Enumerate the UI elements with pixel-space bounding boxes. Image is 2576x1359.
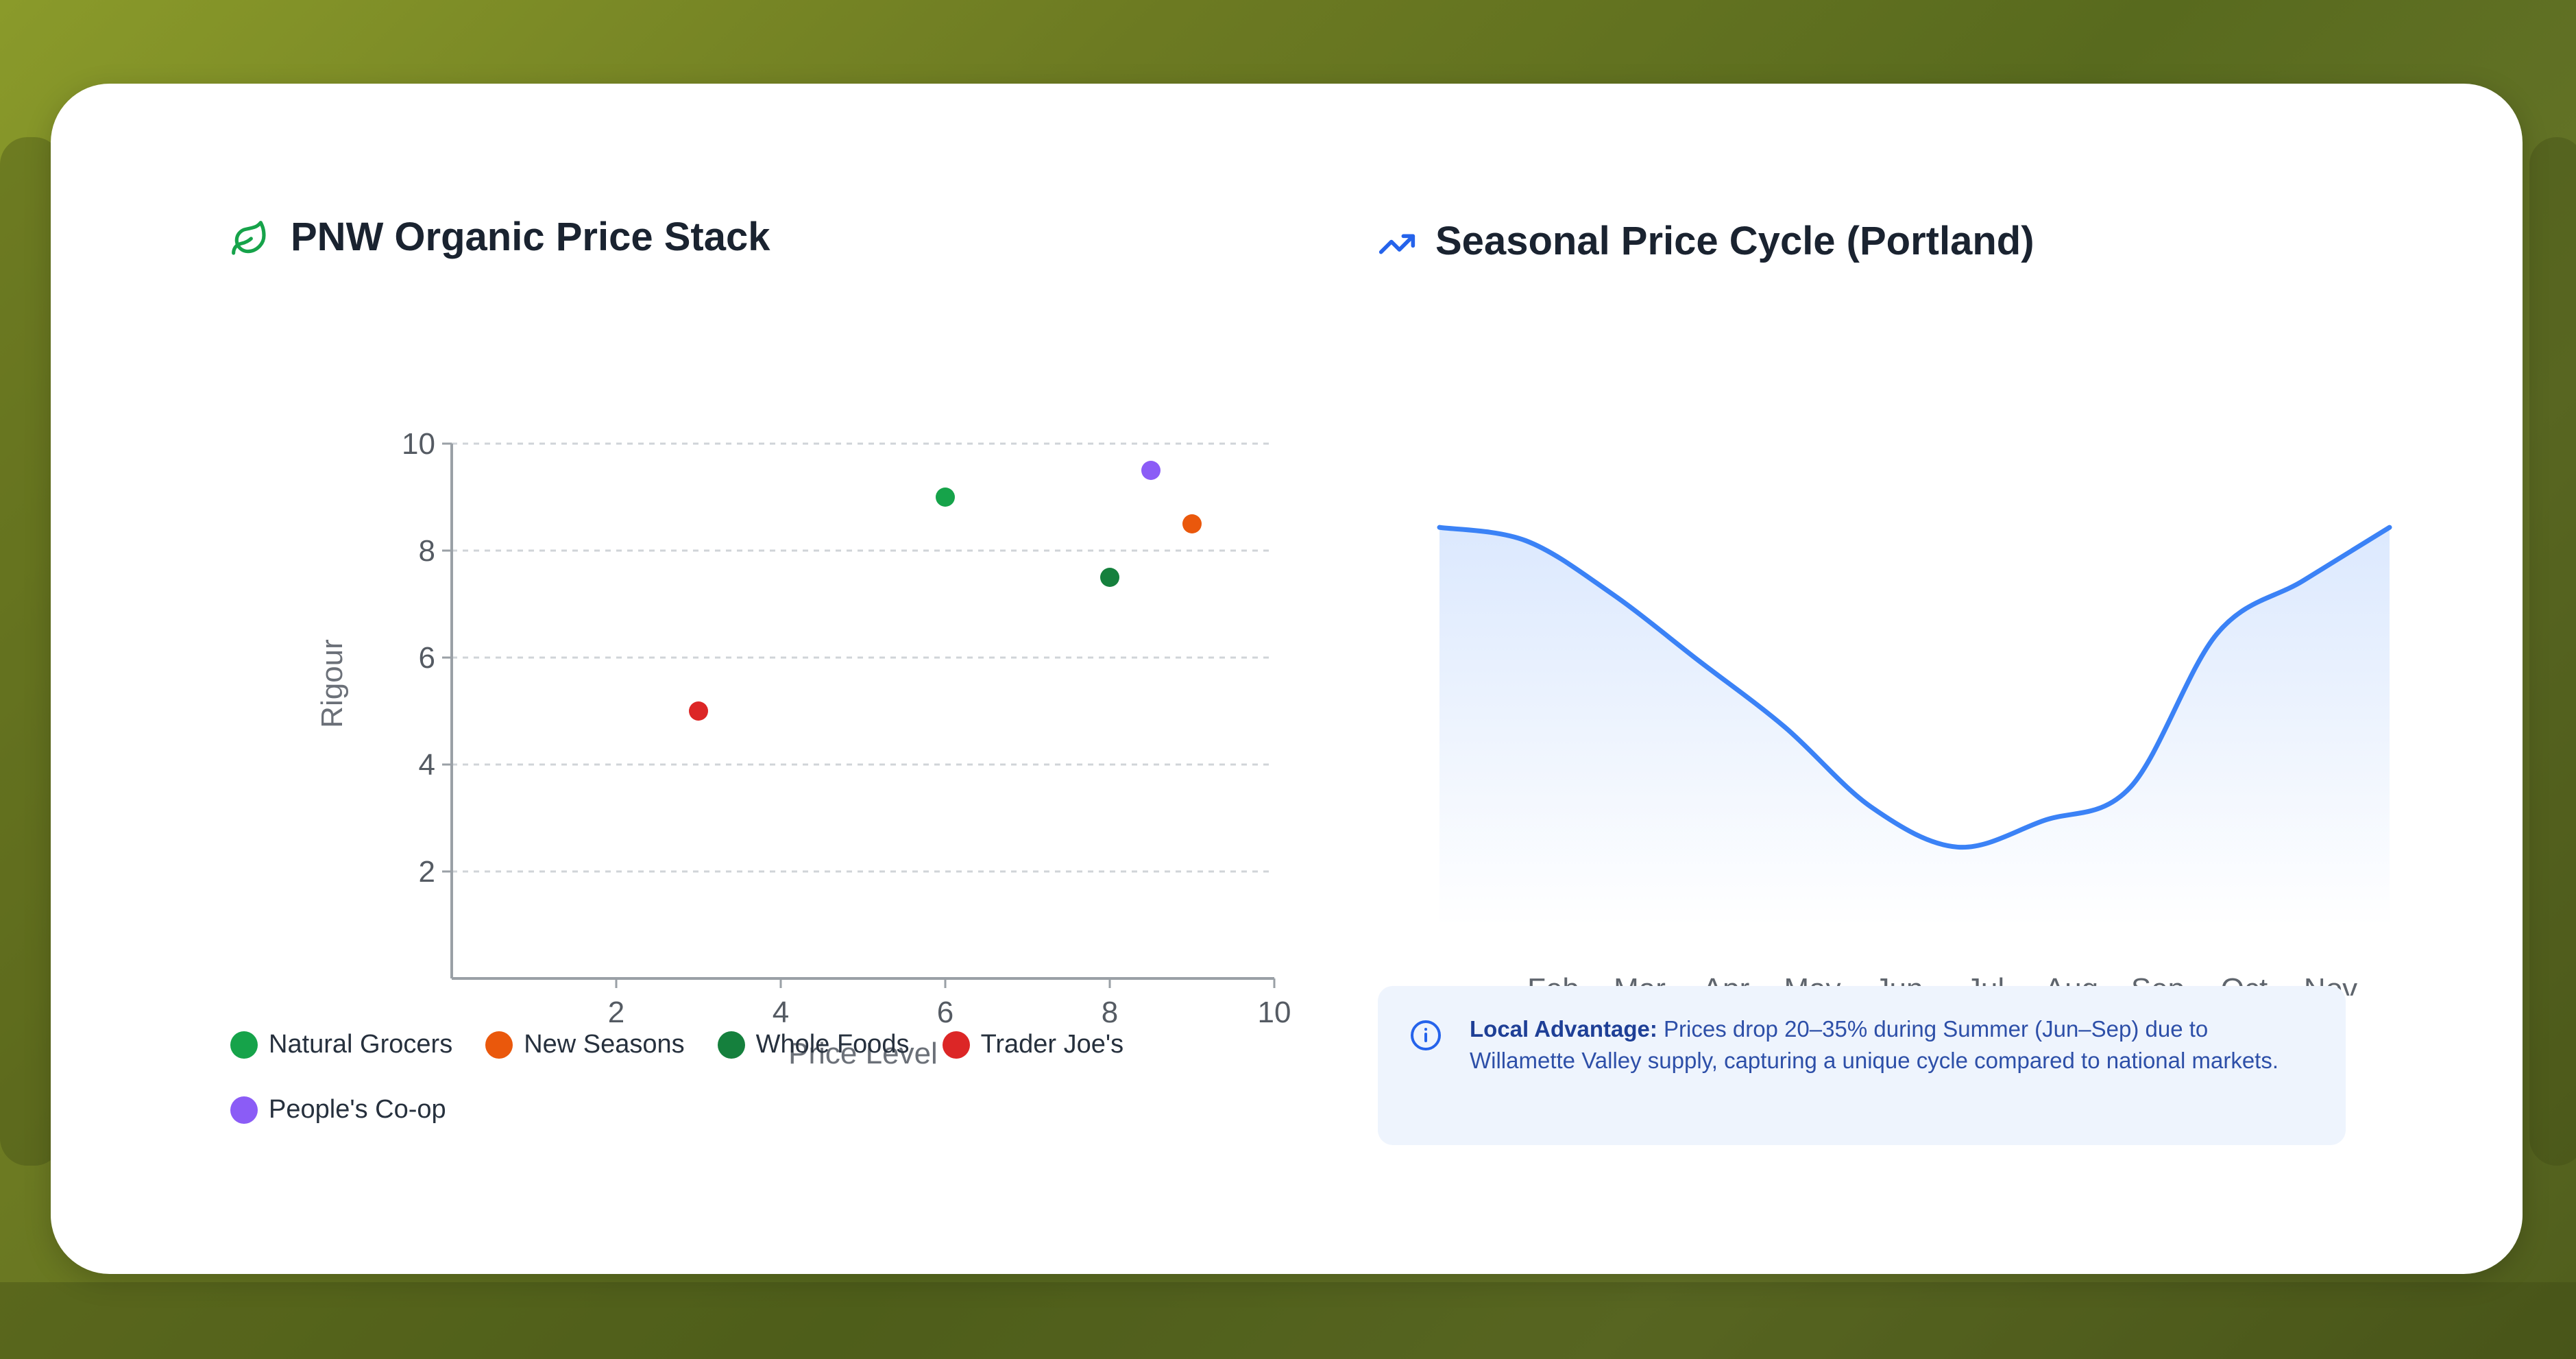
legend-swatch bbox=[717, 1031, 745, 1059]
scatter-chart-title: PNW Organic Price Stack bbox=[291, 215, 770, 259]
background-floor-shape bbox=[0, 1282, 2576, 1359]
legend-item[interactable]: People's Co-op bbox=[230, 1095, 446, 1125]
area-fill bbox=[1439, 527, 2390, 927]
x-tick-label: 2 bbox=[608, 996, 624, 1029]
leaf-icon bbox=[232, 221, 266, 255]
legend-item[interactable]: Trader Joe's bbox=[942, 1030, 1124, 1059]
x-tick-label: 6 bbox=[937, 996, 953, 1029]
legend-item[interactable]: New Seasons bbox=[485, 1030, 685, 1059]
x-tick-label: 4 bbox=[773, 996, 789, 1029]
trending-up-icon bbox=[1378, 234, 1415, 254]
scatter-point[interactable] bbox=[1141, 461, 1161, 480]
month-tick-label: Dec bbox=[2390, 972, 2392, 996]
y-axis-label: Rigour bbox=[315, 639, 349, 728]
note-body: Prices drop 20–35% during Summer (Jun–Se… bbox=[1470, 1016, 2279, 1073]
x-tick-label: 10 bbox=[1258, 996, 1291, 1029]
local-advantage-note: Local Advantage: Prices drop 20–35% duri… bbox=[1378, 986, 2346, 1145]
legend-item[interactable]: Whole Foods bbox=[717, 1030, 910, 1059]
background-shelf-shape bbox=[2529, 137, 2576, 1166]
scatter-chart: 2 4 6 8 10 2 4 6 8 10 Price Level Rigour bbox=[315, 427, 1291, 1070]
scatter-point[interactable] bbox=[1182, 514, 1202, 533]
scatter-legend: Natural Grocers New Seasons Whole Foods Tra… bbox=[230, 1030, 1259, 1125]
y-tick-label: 8 bbox=[419, 534, 435, 568]
seasonal-area-chart: FebMarAprMayJunJulAugSepOctNovDec bbox=[1437, 525, 2392, 996]
y-tick-label: 4 bbox=[419, 748, 435, 782]
legend-label: Trader Joe's bbox=[980, 1030, 1124, 1059]
legend-swatch bbox=[942, 1031, 970, 1059]
line-chart-title: Seasonal Price Cycle (Portland) bbox=[1435, 219, 2034, 263]
y-tick-label: 6 bbox=[419, 641, 435, 675]
legend-label: Whole Foods bbox=[755, 1030, 910, 1059]
content-card: PNW Organic Price Stack 2 4 6 8 10 2 4 6 8 10 Pric… bbox=[51, 84, 2523, 1274]
legend-swatch bbox=[485, 1031, 513, 1059]
scatter-point[interactable] bbox=[689, 701, 708, 721]
y-tick-label: 2 bbox=[419, 855, 435, 889]
scatter-point[interactable] bbox=[1100, 568, 1119, 587]
note-text: Local Advantage: Prices drop 20–35% duri… bbox=[1470, 1013, 2306, 1077]
y-tick-label: 10 bbox=[402, 427, 435, 461]
legend-label: Natural Grocers bbox=[269, 1030, 453, 1059]
legend-label: New Seasons bbox=[524, 1030, 685, 1059]
x-tick-label: 8 bbox=[1102, 996, 1118, 1029]
legend-label: People's Co-op bbox=[269, 1095, 446, 1124]
scatter-point[interactable] bbox=[936, 488, 955, 507]
legend-swatch bbox=[230, 1096, 258, 1124]
info-icon bbox=[1411, 1020, 1441, 1050]
price-line[interactable] bbox=[1437, 525, 2392, 850]
legend-item[interactable]: Natural Grocers bbox=[230, 1030, 452, 1059]
note-label: Local Advantage: bbox=[1470, 1016, 1657, 1042]
legend-swatch bbox=[230, 1031, 258, 1059]
x-axis-label: Price Level bbox=[788, 1037, 938, 1070]
